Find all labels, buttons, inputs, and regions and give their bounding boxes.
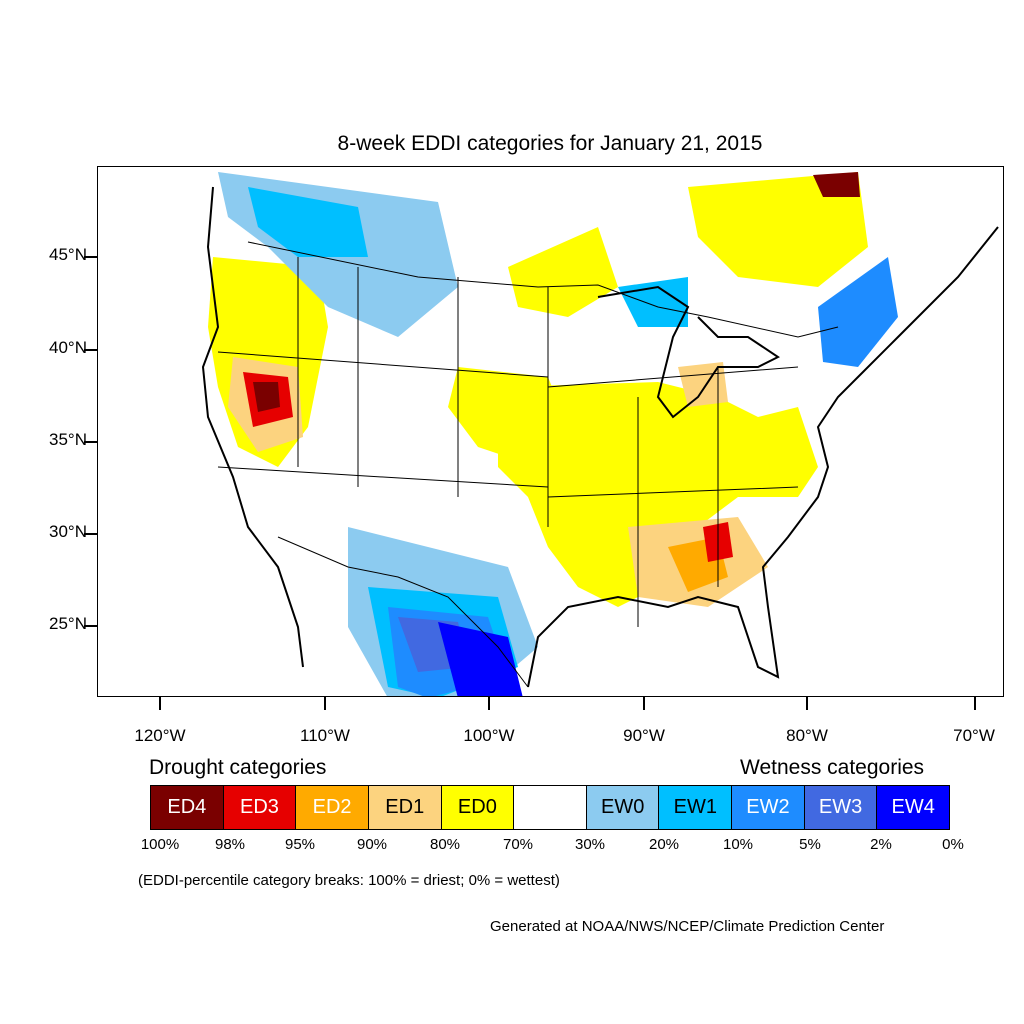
category-fills (208, 172, 898, 696)
ed4-nevada (253, 382, 280, 412)
xtick-label: 120°W (134, 726, 186, 745)
percentile-label: 95% (284, 836, 316, 853)
percentile-label: 100% (140, 836, 180, 853)
xtick-label: 90°W (623, 726, 665, 745)
boundaries (217, 241, 839, 688)
ytick-label: 35°N (49, 430, 87, 449)
state-lines (217, 257, 799, 627)
ytick-label: 40°N (49, 338, 87, 357)
ytick-mark (84, 349, 97, 351)
legend-cell (514, 786, 587, 829)
ytick-mark (84, 256, 97, 258)
xtick-mark (324, 697, 326, 710)
percentile-label: 2% (870, 836, 892, 853)
percentile-label: 80% (429, 836, 461, 853)
ed0-east-region (498, 382, 818, 607)
gulf-coast (527, 226, 999, 688)
legend-cell: ED1 (368, 786, 442, 829)
us-mexico-border (277, 536, 529, 688)
map-canvas (201, 172, 999, 696)
map-title: 8-week EDDI categories for January 21, 2… (337, 132, 763, 155)
great-lakes-shore (597, 285, 780, 419)
legend-cell: ED0 (441, 786, 515, 829)
percentile-label: 70% (502, 836, 534, 853)
legend-cell: ED3 (223, 786, 297, 829)
legend-cell: EW0 (586, 786, 660, 829)
ew4-texas (438, 622, 523, 696)
xtick-mark (806, 697, 808, 710)
xtick-mark (488, 697, 490, 710)
legend-cell: EW2 (732, 786, 805, 829)
percentile-label: 10% (722, 836, 754, 853)
ytick-label: 25°N (49, 614, 87, 633)
xtick-mark (643, 697, 645, 710)
west-coast (201, 186, 304, 668)
wetness-heading: Wetness categories (740, 756, 925, 779)
xtick-label: 110°W (300, 726, 350, 745)
ed0-great-lakes (508, 227, 618, 317)
ew1-superior (618, 277, 688, 327)
percentile-label: 30% (574, 836, 606, 853)
xtick-label: 70°W (953, 726, 995, 745)
ew1-northwest (248, 187, 368, 257)
us-canada-border (247, 241, 839, 338)
ytick-label: 45°N (49, 245, 87, 264)
ytick-mark (84, 533, 97, 535)
credit-line: Generated at NOAA/NWS/NCEP/Climate Predi… (490, 918, 885, 935)
percentile-label: 90% (356, 836, 388, 853)
legend-cell: EW1 (659, 786, 733, 829)
ed0-north-canada (688, 172, 868, 287)
category-note: (EDDI-percentile category breaks: 100% =… (138, 872, 560, 889)
xtick-mark (974, 697, 976, 710)
percentile-label: 20% (648, 836, 680, 853)
legend-cell: ED4 (151, 786, 224, 829)
percentile-label: 5% (799, 836, 821, 853)
ytick-label: 30°N (49, 522, 87, 541)
legend-cell: ED2 (296, 786, 369, 829)
ed0-plains (448, 367, 568, 467)
coastlines (201, 186, 999, 688)
legend-colorbar: ED4 ED3 ED2 ED1 ED0 EW0 EW1 EW2 EW3 EW4 (150, 785, 950, 830)
ew1-northeast (818, 257, 898, 367)
percentile-label: 0% (942, 836, 964, 853)
eddi-map (97, 166, 1004, 697)
xtick-label: 80°W (786, 726, 828, 745)
ed4-quebec (813, 172, 860, 197)
ytick-mark (84, 625, 97, 627)
legend-cell: EW4 (877, 786, 950, 829)
xtick-label: 100°W (463, 726, 515, 745)
ytick-mark (84, 441, 97, 443)
percentile-label: 98% (214, 836, 246, 853)
legend-cell: EW3 (804, 786, 878, 829)
drought-heading: Drought categories (149, 756, 327, 779)
xtick-mark (159, 697, 161, 710)
